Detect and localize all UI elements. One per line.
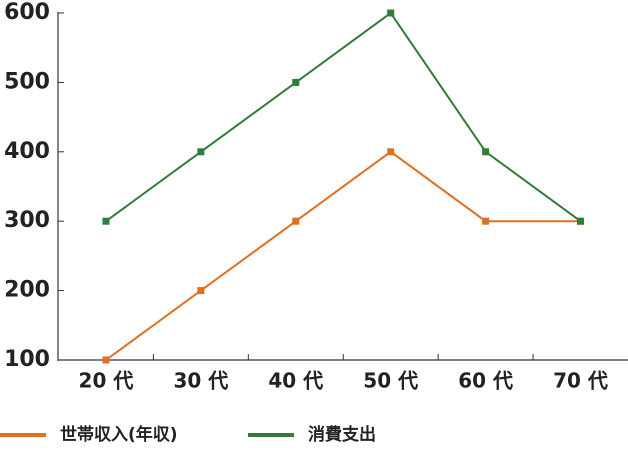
y-tick-label: 400 (4, 139, 50, 164)
point (292, 217, 300, 225)
legend-label: 世帯収入(年収) (60, 424, 178, 445)
point (102, 356, 110, 364)
x-tick-label: 60 代 (458, 369, 513, 393)
x-tick-label: 50 代 (363, 369, 418, 393)
series-line (105, 150, 581, 361)
y-tick-label: 200 (4, 278, 50, 303)
x-tick-label: 70 代 (553, 369, 608, 393)
series-line (105, 11, 582, 223)
point (197, 287, 205, 295)
y-tick-label: 600 (4, 0, 50, 25)
y-tick-label: 300 (4, 208, 50, 233)
point (197, 148, 205, 156)
x-tick-label: 30 代 (173, 369, 228, 393)
point (577, 217, 585, 225)
legend-label: 消費支出 (308, 424, 376, 445)
point (482, 148, 490, 156)
point (482, 217, 490, 225)
point (292, 78, 300, 86)
point (387, 148, 395, 156)
point (387, 9, 395, 17)
y-tick-label: 500 (4, 69, 50, 94)
x-tick-label: 40 代 (268, 369, 323, 393)
point (102, 217, 110, 225)
x-tick-label: 20 代 (79, 369, 134, 393)
y-tick-label: 100 (4, 347, 50, 372)
